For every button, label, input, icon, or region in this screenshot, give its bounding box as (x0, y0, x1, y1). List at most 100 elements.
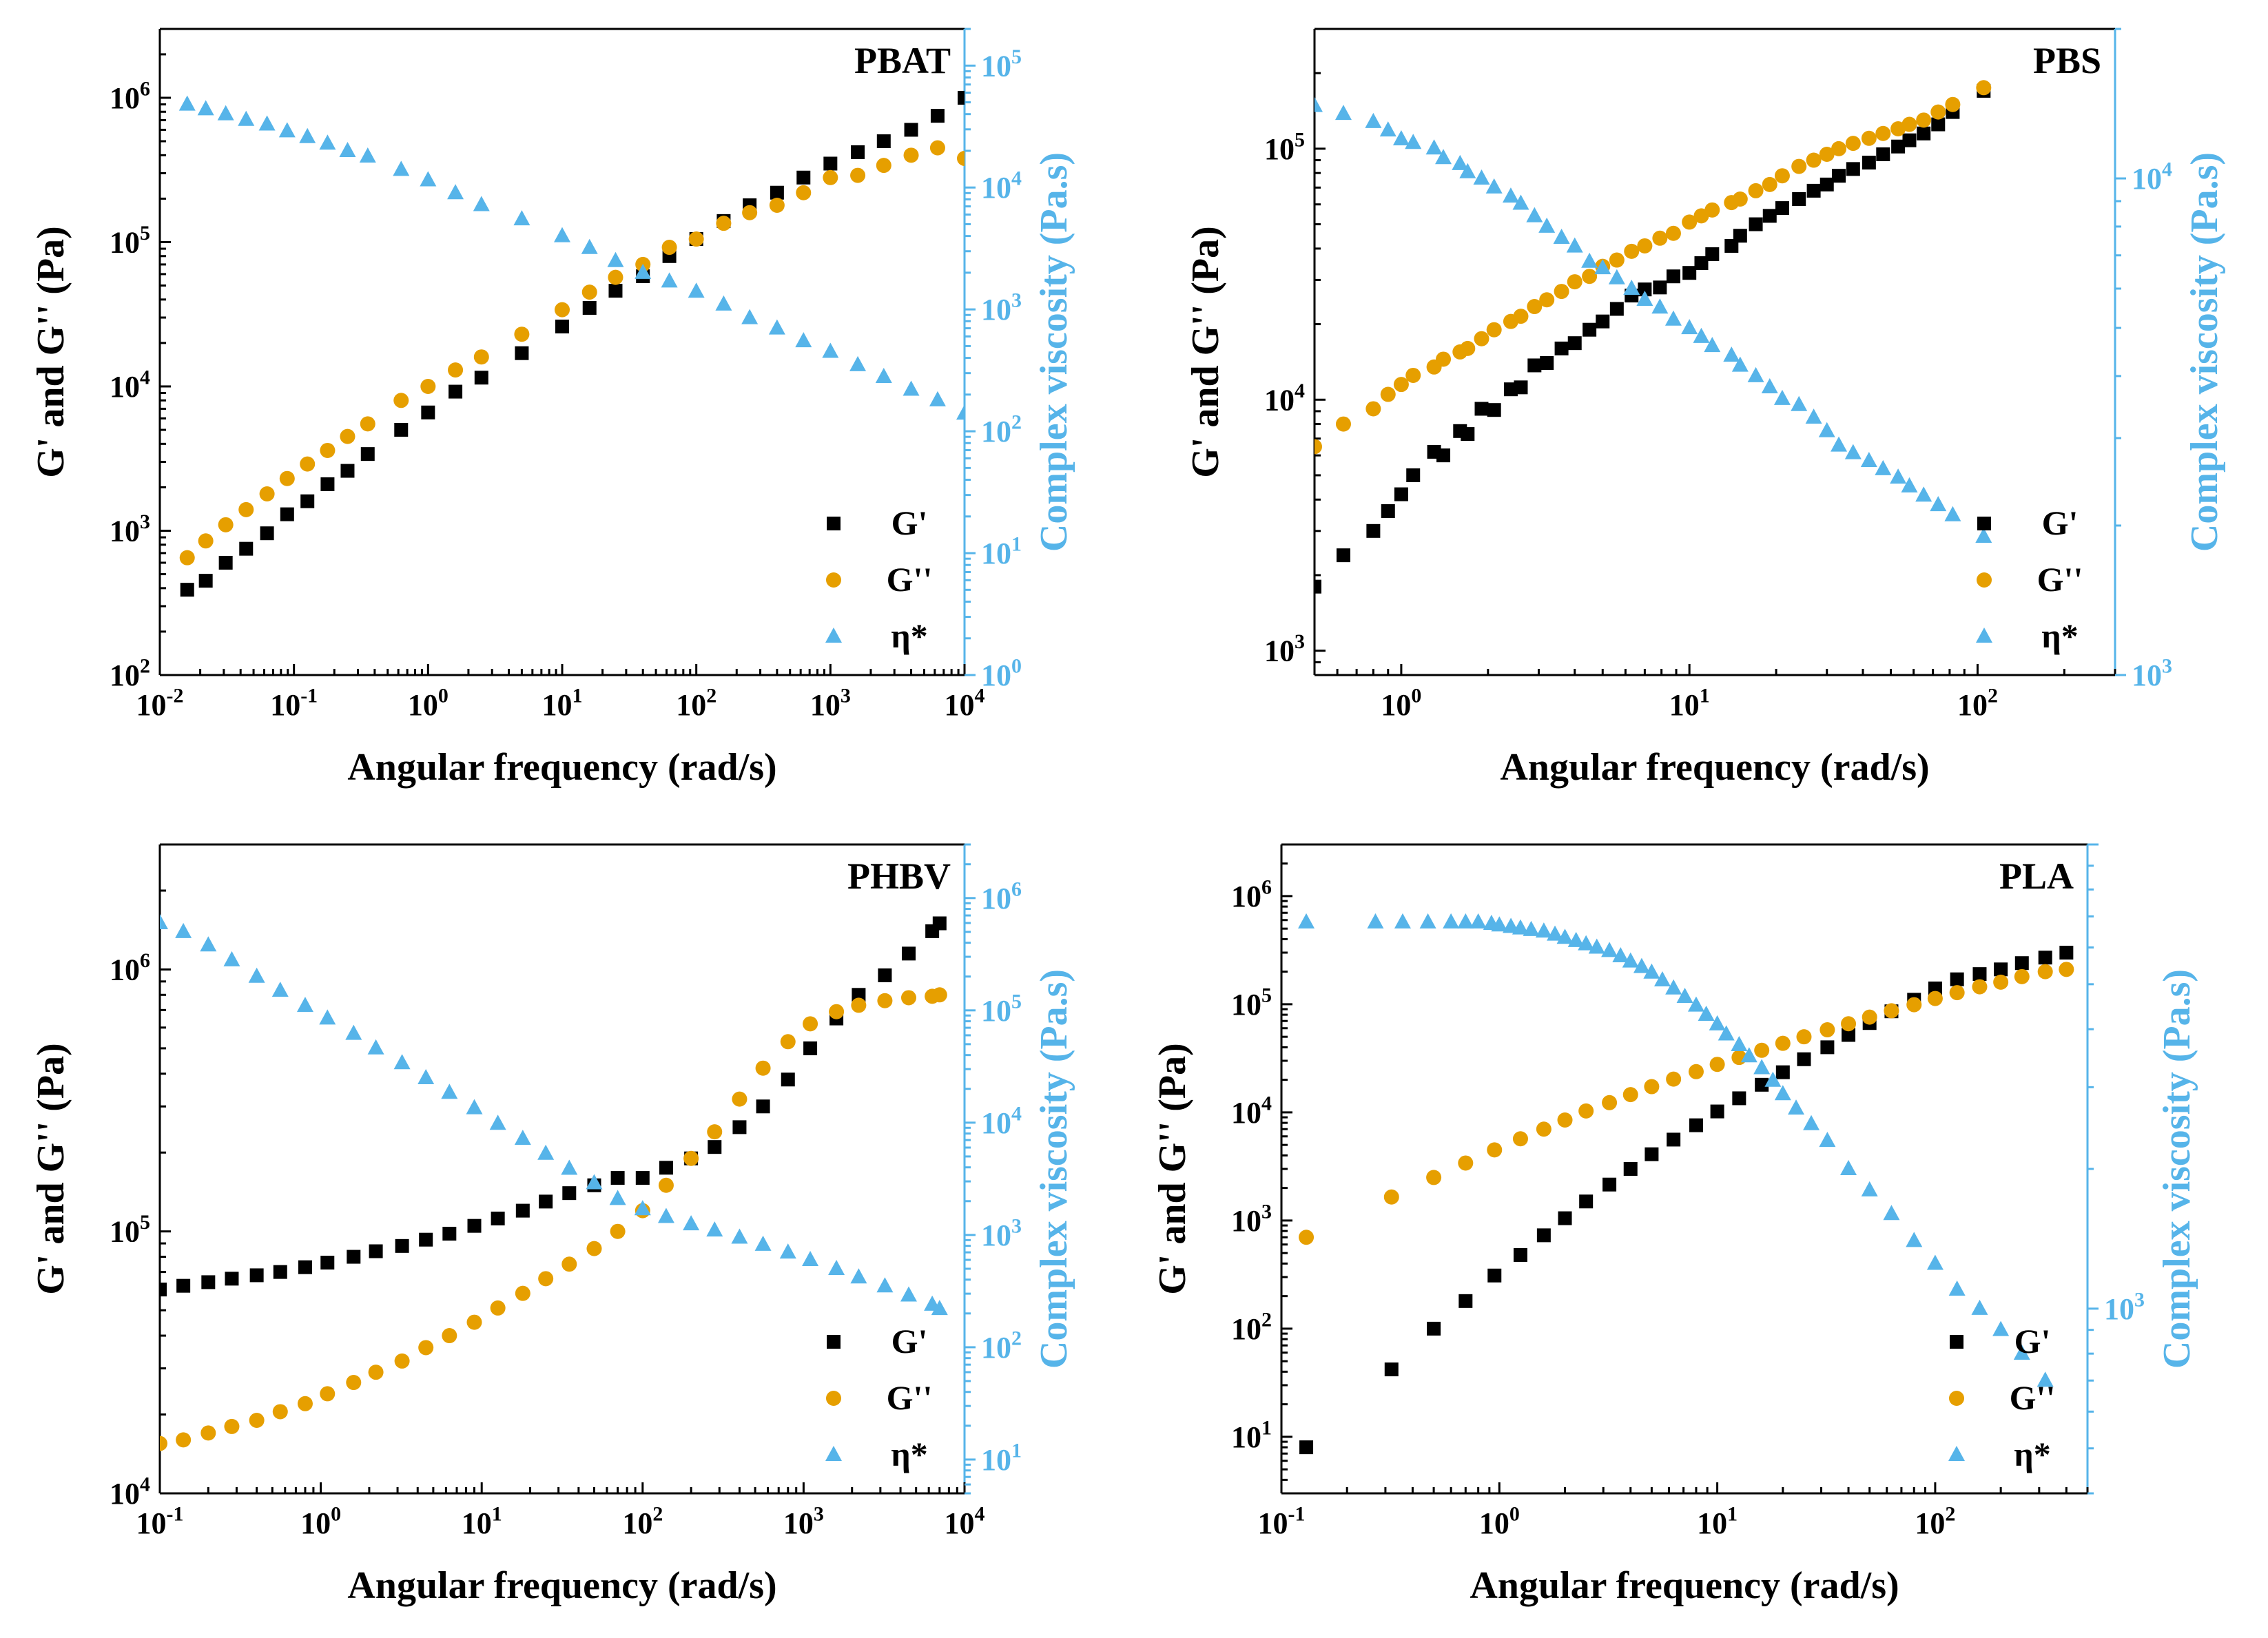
g-prime-point (180, 583, 194, 597)
g-prime-point (1876, 147, 1890, 161)
complex-viscosity-point (1535, 922, 1552, 938)
g-prime-point (421, 405, 435, 419)
complex-viscosity-point (1594, 259, 1611, 275)
g-double-prime-point (1557, 1112, 1573, 1128)
g-double-prime-point (1993, 974, 2009, 990)
complex-viscosity-point (1747, 366, 1764, 382)
g-double-prime-point (368, 1365, 384, 1380)
g-prime-point (610, 1171, 625, 1185)
legend-label-g-double-prime: G'' (887, 1378, 933, 1417)
y2-tick-label: 104 (2132, 158, 2172, 196)
g-double-prime-point (490, 1300, 506, 1316)
g-prime-point (796, 170, 811, 185)
complex-viscosity-point (931, 1300, 948, 1316)
complex-viscosity-point (795, 332, 812, 348)
complex-viscosity-point (1664, 310, 1682, 326)
complex-viscosity-point (1526, 207, 1543, 222)
complex-viscosity-point (339, 141, 356, 157)
g-double-prime-point (297, 1396, 313, 1411)
complex-viscosity-point (1774, 1085, 1791, 1101)
y2-tick-label: 102 (981, 1327, 1022, 1364)
g-prime-point (1381, 504, 1395, 518)
legend-label-g-prime: G' (891, 504, 928, 542)
g-double-prime-point (769, 197, 785, 213)
complex-viscosity-point (581, 238, 598, 254)
g-prime-point (876, 134, 891, 149)
g-double-prime-point (581, 284, 597, 300)
y-axis-title: G' and G'' (Pa) (30, 226, 72, 478)
g-double-prime-point (823, 169, 838, 185)
complex-viscosity-point (609, 1190, 626, 1205)
complex-viscosity-point (1643, 963, 1660, 979)
legend-marker-complex-viscosity (825, 1446, 842, 1461)
y-axis-title: G' and G'' (Pa) (1184, 226, 1227, 478)
complex-viscosity-point (1791, 395, 1808, 411)
data-points (178, 90, 965, 597)
g-double-prime-point (1916, 112, 1932, 128)
y-tick-label: 106 (110, 77, 150, 114)
g-double-prime-point (1582, 269, 1598, 284)
g-double-prime-point (903, 147, 919, 163)
legend-label-g-double-prime: G'' (887, 560, 933, 599)
complex-viscosity-point (1971, 1299, 1988, 1315)
g-prime-point (394, 423, 409, 437)
g-prime-point (1536, 1228, 1551, 1243)
g-prime-point (1705, 247, 1720, 261)
x-tick-label: 102 (676, 685, 717, 722)
g-prime-point (539, 1194, 553, 1209)
g-double-prime-point (1796, 1029, 1812, 1045)
legend-label-complex-viscosity: η* (891, 616, 927, 655)
complex-viscosity-point (1926, 1254, 1944, 1270)
complex-viscosity-point (586, 1174, 603, 1190)
g-double-prime-point (1845, 136, 1861, 152)
complex-viscosity-point (661, 272, 678, 288)
g-prime-point (708, 1140, 722, 1154)
legend-label-g-prime: G' (891, 1322, 928, 1360)
g-prime-point (1436, 448, 1451, 463)
complex-viscosity-point (561, 1159, 578, 1175)
g-prime-point (1694, 256, 1709, 271)
g-double-prime-point (851, 997, 867, 1013)
y2-axis-title: Complex viscosity (Pa.s) (1033, 969, 1075, 1369)
g-prime-point (260, 526, 274, 541)
g-double-prime-point (1539, 292, 1555, 308)
complex-viscosity-point (537, 1144, 555, 1160)
g-double-prime-point (688, 231, 704, 247)
complex-viscosity-point (393, 1054, 411, 1070)
complex-viscosity-point (634, 1200, 651, 1216)
g-prime-point (756, 1099, 770, 1114)
legend-marker-g-double-prime (1977, 572, 1992, 588)
g-double-prime-point (1513, 309, 1529, 324)
y-tick-label: 101 (1231, 1416, 1272, 1453)
g-prime-point (298, 1260, 312, 1274)
g-prime-point (1689, 1118, 1703, 1132)
complex-viscosity-point (1930, 496, 1947, 512)
g-double-prime-point (418, 1340, 434, 1356)
complex-viscosity-point (1761, 377, 1778, 393)
x-tick-label: 101 (1669, 685, 1710, 722)
complex-viscosity-point (688, 282, 705, 298)
g-double-prime-point (1861, 130, 1877, 146)
g-double-prime-point (1622, 1087, 1638, 1103)
y2-tick-label: 103 (981, 1214, 1022, 1252)
g-prime-point (904, 123, 918, 137)
g-prime-point (1819, 177, 1834, 191)
g-prime-point (901, 946, 916, 961)
g-prime-point (770, 185, 784, 200)
g-prime-point (1527, 358, 1542, 373)
g-double-prime-point (1862, 1009, 1877, 1025)
g-prime-point (852, 988, 866, 1002)
complex-viscosity-point (1491, 916, 1508, 932)
g-double-prime-point (876, 158, 891, 174)
g-double-prime-point (360, 416, 375, 432)
y2-tick-label: 103 (2132, 655, 2172, 692)
g-prime-point (1554, 341, 1569, 355)
g-prime-point (1579, 1194, 1594, 1209)
g-prime-point (1540, 356, 1554, 371)
g-double-prime-point (200, 1425, 216, 1441)
g-double-prime-point (1299, 1230, 1315, 1245)
g-prime-point (1315, 579, 1321, 594)
g-double-prime-point (420, 378, 436, 394)
y2-tick-label: 100 (981, 655, 1022, 692)
g-double-prime-point (1609, 252, 1625, 268)
